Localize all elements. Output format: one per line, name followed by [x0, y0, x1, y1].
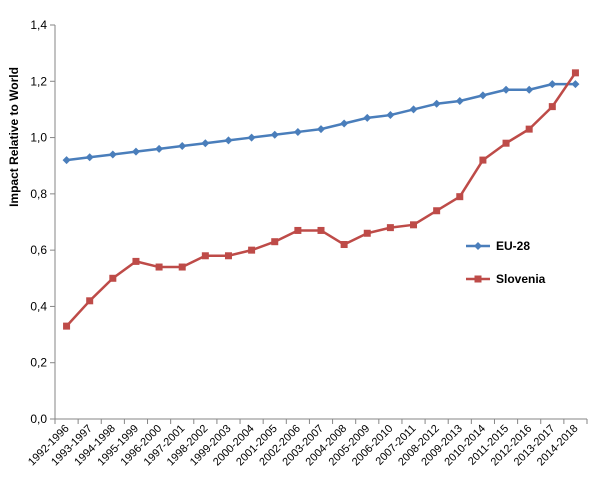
y-tick-label: 1,2: [30, 74, 47, 88]
data-point: [108, 150, 117, 159]
data-point: [340, 119, 349, 128]
x-ticks: 1992-19961993-19971994-19981995-19991996…: [26, 419, 588, 468]
data-point: [224, 252, 232, 260]
data-point: [432, 99, 441, 108]
data-point: [571, 69, 579, 77]
data-point: [410, 221, 418, 229]
legend-marker: [474, 242, 482, 250]
data-point: [525, 125, 533, 133]
data-point: [294, 226, 302, 234]
axes: [54, 25, 587, 420]
data-point: [155, 263, 163, 271]
data-point: [502, 85, 511, 94]
legend-marker: [474, 275, 482, 283]
data-point: [548, 103, 556, 111]
data-point: [548, 80, 557, 89]
legend-item: Slovenia: [466, 272, 546, 286]
data-point: [386, 111, 395, 120]
data-point: [455, 96, 464, 105]
y-tick-label: 0,0: [30, 412, 47, 426]
data-point: [155, 144, 164, 153]
data-point: [478, 91, 487, 100]
series-slovenia: [63, 69, 579, 330]
data-point: [201, 139, 210, 148]
data-point: [271, 238, 279, 246]
legend-item: EU-28: [466, 239, 530, 253]
data-point: [571, 80, 580, 89]
data-point: [109, 274, 117, 282]
y-tick-label: 1,0: [30, 131, 47, 145]
data-point: [270, 130, 279, 139]
data-point: [363, 229, 371, 237]
data-point: [178, 263, 186, 271]
data-point: [525, 85, 534, 94]
data-point: [502, 139, 510, 147]
data-point: [317, 125, 325, 134]
data-point: [178, 142, 187, 151]
data-point: [132, 257, 140, 265]
series-line: [65, 72, 577, 327]
data-point: [224, 136, 233, 145]
y-tick-label: 0,8: [30, 187, 47, 201]
data-point: [293, 127, 302, 136]
legend: EU-28 Slovenia: [466, 239, 546, 286]
data-point: [247, 133, 256, 142]
legend-label: EU-28: [496, 239, 530, 253]
data-point: [386, 224, 394, 232]
data-point: [456, 193, 464, 201]
data-point: [479, 156, 487, 164]
data-point: [248, 246, 256, 254]
data-point: [317, 226, 325, 234]
y-tick-label: 1,4: [30, 18, 47, 32]
data-point: [62, 156, 71, 165]
data-point: [201, 252, 209, 260]
y-tick-label: 0,6: [30, 243, 47, 257]
data-point: [340, 241, 348, 249]
data-point: [63, 322, 71, 330]
y-axis-title: Impact Relative to World: [7, 67, 21, 207]
data-point: [85, 153, 94, 162]
legend-label: Slovenia: [496, 272, 546, 286]
y-tick-label: 0,2: [30, 356, 47, 370]
y-ticks: 0,0 0,2 0,4 0,6 0,8 1,0 1,2 1,4: [30, 18, 55, 426]
data-point: [86, 297, 94, 305]
y-axis-title-group: Impact Relative to World: [7, 67, 21, 207]
series-eu-28: [62, 80, 580, 165]
data-point: [131, 147, 140, 156]
y-tick-label: 0,4: [30, 299, 47, 313]
data-point: [433, 207, 441, 215]
series-layer: [62, 69, 580, 330]
data-point: [409, 105, 418, 114]
data-point: [363, 113, 372, 122]
